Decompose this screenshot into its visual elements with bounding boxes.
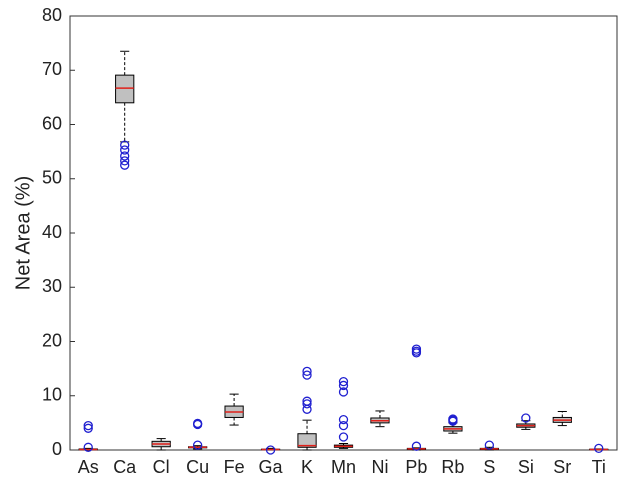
x-tick-label: K xyxy=(301,457,313,477)
outlier xyxy=(338,376,349,387)
y-tick-label: 80 xyxy=(42,5,62,25)
x-tick-label: S xyxy=(483,457,495,477)
outlier xyxy=(338,380,349,391)
x-tick-label: Rb xyxy=(441,457,464,477)
outlier xyxy=(338,387,349,397)
x-tick-label: Mn xyxy=(331,457,356,477)
outlier xyxy=(120,156,130,166)
outlier xyxy=(338,432,349,442)
y-tick-label: 20 xyxy=(42,330,62,350)
x-tick-label: Sr xyxy=(553,457,571,477)
y-tick-label: 40 xyxy=(42,222,62,242)
x-tick-label: Pb xyxy=(405,457,427,477)
y-tick-label: 10 xyxy=(42,385,62,405)
x-tick-label: Cu xyxy=(186,457,209,477)
x-tick-label: Ni xyxy=(371,457,388,477)
y-tick-label: 70 xyxy=(42,59,62,79)
outlier xyxy=(83,423,93,433)
x-tick-label: Ga xyxy=(259,457,284,477)
y-axis-label: Net Area (%) xyxy=(12,176,34,290)
outlier xyxy=(338,414,349,425)
x-tick-label: As xyxy=(78,457,99,477)
outlier xyxy=(302,366,312,376)
outlier xyxy=(83,442,93,452)
outlier xyxy=(338,420,349,431)
outlier xyxy=(302,370,312,380)
x-tick-label: Ca xyxy=(113,457,137,477)
outlier xyxy=(521,413,531,423)
x-tick-label: Ti xyxy=(592,457,606,477)
box xyxy=(115,74,135,104)
outlier xyxy=(594,443,604,454)
outlier xyxy=(192,440,203,450)
outlier xyxy=(83,420,93,431)
outlier xyxy=(448,416,458,426)
x-tick-label: Si xyxy=(518,457,534,477)
y-tick-label: 50 xyxy=(42,168,62,188)
outlier xyxy=(411,441,422,451)
y-tick-label: 0 xyxy=(52,439,62,459)
outlier xyxy=(302,399,312,409)
box xyxy=(297,433,317,448)
outlier xyxy=(265,445,276,455)
outlier xyxy=(120,145,130,155)
outlier xyxy=(484,440,495,450)
outlier xyxy=(120,160,130,170)
outlier xyxy=(120,140,130,150)
x-tick-label: Fe xyxy=(224,457,245,477)
outlier xyxy=(302,404,312,414)
outlier xyxy=(411,348,422,358)
plot-frame xyxy=(69,15,618,451)
outlier xyxy=(120,151,130,161)
outlier xyxy=(192,419,203,430)
y-tick-label: 30 xyxy=(42,276,62,296)
x-tick-label: Cl xyxy=(153,457,170,477)
y-tick-label: 60 xyxy=(42,113,62,133)
